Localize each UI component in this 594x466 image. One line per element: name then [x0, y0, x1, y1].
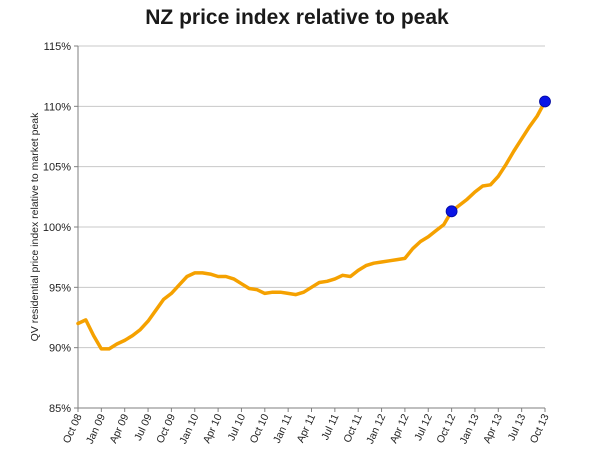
series-line — [76, 99, 547, 351]
y-tick-label: 105% — [43, 162, 71, 174]
x-tick-label: Jul 12 — [412, 412, 435, 443]
x-tick-label: Apr 09 — [107, 412, 131, 445]
x-tick-label: Jul 10 — [225, 412, 248, 443]
y-tick-label: 110% — [44, 101, 72, 113]
y-tick-label: 115% — [44, 41, 72, 53]
series-lines — [76, 99, 547, 351]
x-tick-label: Jul 13 — [506, 412, 529, 443]
x-tick-labels: Oct 08 Jan 09 Apr 09 Jul 09 Oct 09 Jan 10 Apr … — [61, 412, 552, 446]
highlight-marker — [445, 205, 458, 218]
chart-title: NZ price index relative to peak — [145, 6, 449, 29]
x-tick-label: Jul 09 — [132, 412, 155, 443]
x-tick-label: Jan 13 — [457, 412, 481, 446]
highlight-marker — [539, 95, 551, 108]
y-tick-label: 100% — [43, 222, 71, 234]
x-tick-label: Jan 09 — [84, 412, 108, 446]
x-tick-label: Apr 13 — [481, 412, 505, 445]
x-tick-label: Apr 11 — [295, 412, 319, 445]
y-tick-label: 95% — [49, 282, 71, 294]
x-tick-label: Oct 08 — [61, 412, 85, 445]
x-tick-label: Oct 12 — [434, 412, 458, 445]
x-tick-label: Jul 11 — [319, 412, 341, 442]
x-tick-label: Apr 12 — [388, 412, 412, 445]
x-tick-label: Oct 13 — [528, 412, 552, 445]
axes — [74, 45, 546, 412]
x-tick-label: Apr 10 — [201, 412, 225, 445]
x-tick-label: Oct 11 — [341, 412, 365, 445]
x-tick-label: Jan 12 — [364, 412, 388, 446]
y-tick-labels: 85% 90% 95% 100% 105% 110% 115% — [43, 41, 71, 415]
x-tick-label: Jan 10 — [177, 412, 201, 446]
highlight-markers — [445, 95, 551, 218]
x-tick-label: Oct 10 — [248, 412, 272, 445]
gridlines — [78, 45, 545, 409]
y-tick-label: 90% — [49, 343, 71, 355]
y-tick-label: 85% — [49, 403, 71, 415]
y-axis-label: QV residential price index relative to m… — [29, 112, 41, 342]
x-tick-label: Oct 09 — [154, 412, 178, 445]
x-tick-label: Jan 11 — [271, 412, 295, 445]
